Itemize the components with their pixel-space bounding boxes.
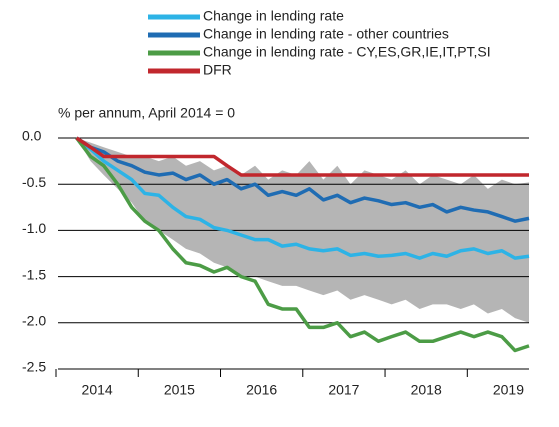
x-tick-label: 2016 xyxy=(246,382,277,398)
series-line xyxy=(75,136,530,260)
legend-label: Change in lending rate xyxy=(203,8,344,24)
y-axis-label: % per annum, April 2014 = 0 xyxy=(58,105,235,121)
legend-swatch xyxy=(148,68,200,74)
y-tick-label: 0.0 xyxy=(22,128,42,144)
y-tick-label: -2.0 xyxy=(22,313,46,329)
x-tick-label: 2018 xyxy=(411,382,442,398)
y-tick-label: -1.5 xyxy=(22,266,46,282)
legend-swatch xyxy=(148,32,200,38)
legend-swatch xyxy=(148,50,200,56)
x-tick-label: 2019 xyxy=(493,382,524,398)
x-tick-label: 2014 xyxy=(82,382,113,398)
x-tick-label: 2017 xyxy=(328,382,359,398)
x-tick-label: 2015 xyxy=(164,382,195,398)
y-tick-label: -1.0 xyxy=(22,220,46,236)
legend-label: Change in lending rate - CY,ES,GR,IE,IT,… xyxy=(203,44,491,60)
series-line xyxy=(75,136,530,223)
legend-label: DFR xyxy=(203,62,232,78)
series-line xyxy=(75,136,529,177)
legend-swatch xyxy=(148,14,200,20)
legend-label: Change in lending rate - other countries xyxy=(203,26,449,42)
series-line xyxy=(75,136,530,353)
y-tick-label: -0.5 xyxy=(22,174,46,190)
y-tick-label: -2.5 xyxy=(22,359,46,375)
